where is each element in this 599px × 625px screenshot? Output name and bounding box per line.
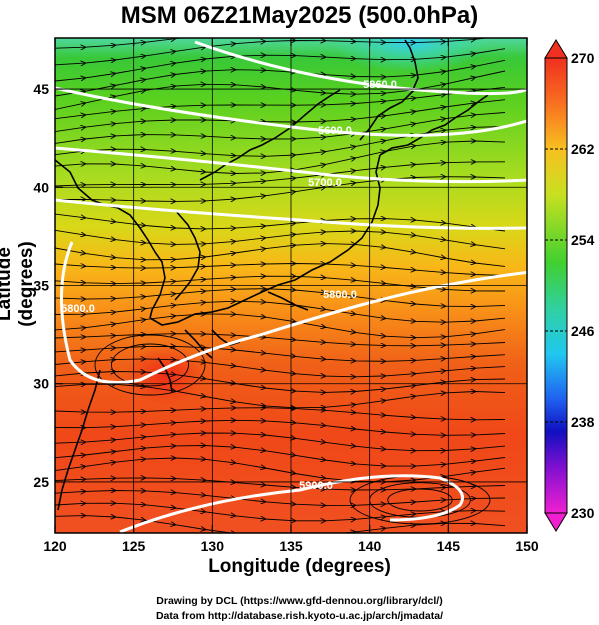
y-tick-label: 45: [33, 81, 49, 97]
x-tick-label: 125: [122, 538, 146, 554]
streamline: [55, 177, 506, 205]
circulation-streamline: [111, 343, 189, 387]
x-tick-label: 140: [358, 538, 382, 554]
x-tick-label: 145: [437, 538, 461, 554]
streamline: [55, 263, 506, 276]
colorbar-tick-label: 254: [571, 232, 595, 248]
streamline: [55, 214, 506, 231]
circulation-streamline: [387, 488, 453, 512]
coastlines: [55, 39, 489, 511]
contour-label: 5700.0: [308, 177, 342, 189]
y-axis-ticks: 25 30 35 40 45: [33, 81, 63, 490]
colorbar: 270 262 254 246 238 230: [544, 39, 595, 532]
credit-line-1: Drawing by DCL (https://www.gfd-dennou.o…: [156, 595, 443, 607]
streamline: [55, 244, 506, 267]
map-title: MSM 06Z21May2025 (500.0hPa): [120, 2, 479, 29]
y-tick-label: 25: [33, 474, 49, 490]
contour-label: 5600.0: [318, 125, 352, 137]
colorbar-body: [544, 57, 568, 514]
colorbar-tick-label: 230: [571, 505, 595, 521]
colorbar-ticks: 270 262 254 246 238 230: [545, 50, 595, 521]
warm-core: [125, 345, 205, 405]
colorbar-bottom-triangle: [544, 512, 568, 532]
circulation-streamline: [94, 334, 206, 396]
contour-label: 5900.0: [299, 480, 333, 492]
colorbar-tick-label: 246: [571, 323, 595, 339]
contour-label: 5800.0: [323, 289, 357, 301]
y-tick-label: 35: [33, 278, 49, 294]
x-axis-ticks: 120 125 130 135 140 145 150: [43, 38, 539, 554]
x-tick-label: 120: [43, 538, 67, 554]
x-axis-label: Longitude (degrees): [208, 556, 391, 577]
credit-line-2: Data from http://database.rish.kyoto-u.a…: [155, 610, 444, 622]
x-tick-label: 150: [515, 538, 539, 554]
contour-label: 5860.0: [363, 79, 397, 91]
colorbar-tick-label: 262: [571, 141, 595, 157]
colorbar-tick-label: 270: [571, 50, 595, 66]
y-tick-label: 40: [33, 179, 49, 195]
streamline: [55, 230, 506, 250]
contour-labels: 5860.0 5600.0 5700.0 5800.0 5800.0 5900.0: [61, 79, 397, 492]
x-tick-label: 130: [201, 538, 225, 554]
graticule: [55, 38, 527, 533]
contour-label: 5800.0: [61, 303, 95, 315]
streamline: [55, 516, 506, 533]
y-tick-label: 30: [33, 376, 49, 392]
contour-lines: [55, 40, 527, 533]
x-tick-label: 135: [279, 538, 303, 554]
colorbar-top-triangle: [544, 39, 568, 59]
colorbar-tick-label: 238: [571, 414, 595, 430]
y-axis-label: Latitude (degrees): [0, 241, 37, 327]
